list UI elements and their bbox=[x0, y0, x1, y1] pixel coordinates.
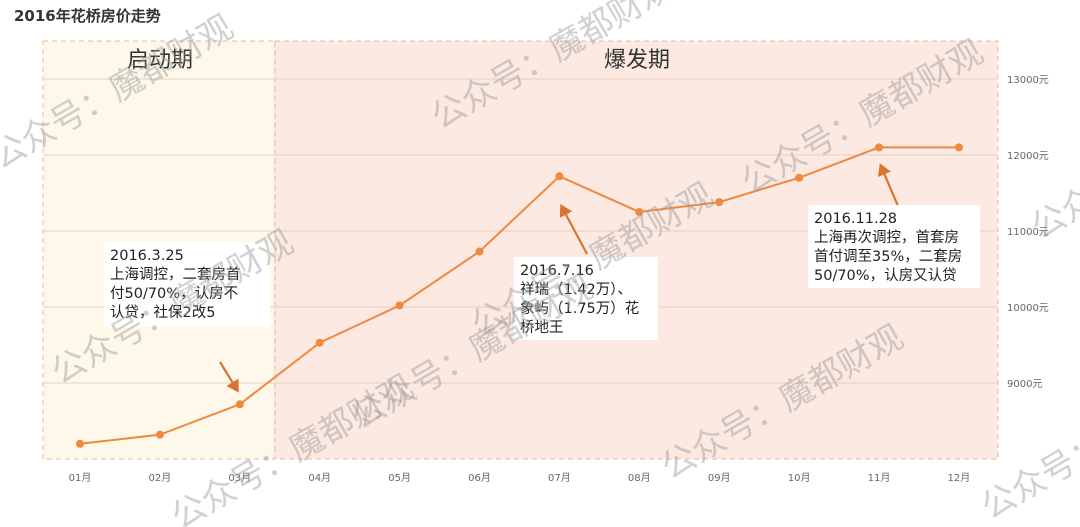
y-tick-label: 13000元 bbox=[1007, 75, 1049, 86]
x-tick-label: 01月 bbox=[69, 472, 92, 484]
annotation-text: 桥地王 bbox=[520, 319, 564, 336]
annotation-arrow-shaft bbox=[219, 361, 235, 386]
annotation-text: 祥瑞（1.42万）、 bbox=[520, 281, 632, 298]
series-line-path bbox=[79, 146, 959, 445]
annotation-text: 付50/70%，认房不 bbox=[110, 285, 238, 302]
data-point bbox=[795, 173, 804, 182]
annotation-text: 上海调控，二套房首 bbox=[110, 266, 241, 283]
annotation-text: 2016.11.28 bbox=[814, 211, 897, 227]
annotation-arrow-head bbox=[878, 163, 891, 178]
y-axis: 9000元 10000元 11000元 12000元 13000元 bbox=[1007, 75, 1049, 390]
annotation-text: 50/70%，认房又认贷 bbox=[814, 267, 957, 284]
series-line bbox=[76, 143, 963, 448]
x-axis: 01月 02月 03月 04月 05月 06月 07月 08月 09月 10月 11月 12月 bbox=[69, 472, 971, 484]
annotation-box bbox=[514, 257, 658, 340]
chart-title: 2016年花桥房价走势 bbox=[14, 7, 161, 25]
x-tick-label: 09月 bbox=[708, 472, 731, 484]
annotation-arrow-head bbox=[226, 378, 239, 393]
x-tick-label: 05月 bbox=[388, 472, 411, 484]
x-tick-label: 12月 bbox=[948, 472, 971, 484]
data-point bbox=[635, 208, 644, 216]
data-point bbox=[395, 301, 404, 310]
watermark: 公众号：魔都财观 bbox=[1025, 77, 1080, 248]
y-tick-label: 11000元 bbox=[1007, 227, 1049, 238]
data-point bbox=[954, 143, 963, 152]
y-tick-label: 9000元 bbox=[1007, 379, 1042, 390]
data-point bbox=[235, 400, 244, 409]
phase-label: 启动期 bbox=[127, 48, 193, 73]
annotation-arrow-shaft bbox=[563, 211, 588, 255]
annotation-box bbox=[808, 205, 980, 288]
x-tick-label: 08月 bbox=[628, 472, 651, 484]
x-tick-label: 07月 bbox=[548, 472, 571, 484]
annotation-text: 首付调至35%，二套房 bbox=[814, 248, 962, 265]
annotation-text: 上海再次调控，首套房 bbox=[814, 229, 959, 246]
annotation-text: 2016.7.16 bbox=[520, 263, 594, 279]
data-point bbox=[76, 439, 84, 448]
y-tick-label: 10000元 bbox=[1007, 303, 1049, 314]
data-point bbox=[315, 338, 324, 347]
x-tick-label: 10月 bbox=[788, 472, 811, 484]
data-point bbox=[555, 172, 564, 181]
phase-label: 爆发期 bbox=[604, 48, 670, 73]
annotation-arrow-shaft bbox=[882, 171, 900, 207]
y-tick-label: 12000元 bbox=[1007, 151, 1049, 162]
x-tick-label: 06月 bbox=[468, 472, 491, 484]
annotation-arrows bbox=[219, 163, 900, 393]
annotation-arrow-head bbox=[559, 204, 573, 218]
data-point bbox=[715, 198, 724, 207]
data-point bbox=[875, 143, 883, 152]
x-tick-label: 04月 bbox=[308, 472, 331, 484]
data-point bbox=[155, 430, 164, 439]
x-tick-label: 02月 bbox=[149, 472, 172, 484]
data-point bbox=[475, 247, 484, 256]
x-tick-label: 11月 bbox=[868, 472, 891, 484]
annotation-text: 2016.3.25 bbox=[110, 248, 184, 264]
annotation-box bbox=[104, 242, 270, 327]
annotation-text: 象屿（1.75万）花 bbox=[520, 300, 639, 317]
annotation-text: 认贷，社保2改5 bbox=[110, 304, 215, 321]
x-tick-label: 03月 bbox=[228, 472, 251, 484]
